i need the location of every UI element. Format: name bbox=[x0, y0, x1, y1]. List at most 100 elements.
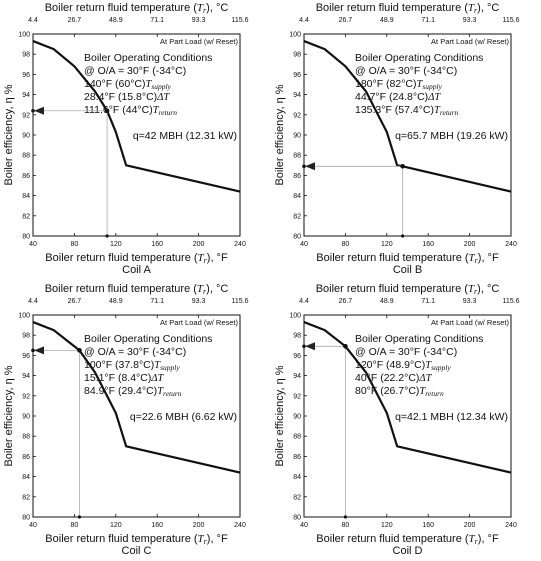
top-axis-label-sub: r bbox=[203, 287, 207, 296]
x-tick-label: 40 bbox=[300, 241, 308, 248]
top-axis-label: Boiler return fluid temperature (Tr), °C bbox=[45, 283, 229, 296]
top-axis-label-var: T bbox=[468, 283, 475, 295]
top-tick-label: 4.4 bbox=[299, 298, 309, 305]
top-tick-label: 4.4 bbox=[28, 298, 38, 305]
y-tick-label: 90 bbox=[22, 133, 30, 140]
conditions-return-var: T bbox=[434, 105, 441, 116]
conditions-return-sub: return bbox=[425, 389, 444, 398]
conditions-return: 84.9°F (29.4°C)Treturn bbox=[84, 385, 182, 398]
efficiency-curve bbox=[32, 321, 241, 474]
x-tick-label: 120 bbox=[381, 241, 393, 248]
conditions-oa: @ O/A = 30°F (-34°C) bbox=[355, 346, 457, 358]
y-tick-label: 92 bbox=[293, 393, 301, 400]
conditions-dt-value: 28.4°F (15.8°C) bbox=[84, 91, 157, 103]
y-axis-label: Boiler efficiency, η % bbox=[3, 84, 15, 185]
y-tick-label: 88 bbox=[22, 153, 30, 160]
conditions-oa: @ O/A = 30°F (-34°C) bbox=[355, 65, 457, 77]
top-axis-label-var: T bbox=[468, 2, 475, 14]
top-tick-label: 4.4 bbox=[28, 17, 38, 24]
load-label: q=65.7 MBH (19.26 kW) bbox=[395, 130, 508, 142]
conditions-dt-var: ΔT bbox=[427, 92, 441, 103]
y-intercept-point bbox=[31, 108, 35, 113]
bottom-axis-label-sub: r bbox=[204, 256, 208, 265]
y-intercept-point bbox=[302, 164, 306, 169]
conditions-supply-sub: supply bbox=[431, 363, 451, 372]
y-tick-label: 90 bbox=[22, 414, 30, 421]
top-tick-label: 48.9 bbox=[380, 298, 394, 305]
top-axis-label-text: Boiler return fluid temperature ( bbox=[316, 283, 469, 295]
y-tick-label: 98 bbox=[293, 333, 301, 340]
bottom-axis-label-sub: r bbox=[204, 537, 208, 546]
x-tick-label: 240 bbox=[234, 241, 246, 248]
bottom-axis-label-text: Boiler return fluid temperature ( bbox=[316, 252, 469, 264]
x-tick-label: 200 bbox=[193, 241, 205, 248]
conditions-return: 80°F (26.7°C)Treturn bbox=[355, 385, 444, 398]
conditions-dt-value: 40°F (22.2°C) bbox=[355, 372, 419, 384]
y-tick-label: 94 bbox=[22, 92, 30, 99]
bottom-axis-label-var: T bbox=[198, 533, 205, 545]
top-axis-label-sub: r bbox=[474, 287, 478, 296]
coil-label: Coil B bbox=[393, 264, 422, 276]
coil-label: Coil D bbox=[393, 545, 423, 557]
y-tick-label: 92 bbox=[22, 112, 30, 119]
top-tick-label: 93.3 bbox=[192, 298, 206, 305]
x-tick-label: 240 bbox=[234, 522, 246, 529]
conditions-return-var: T bbox=[419, 386, 426, 397]
conditions-supply-var: T bbox=[146, 79, 153, 90]
bottom-axis-label-var: T bbox=[198, 252, 205, 264]
conditions-supply: 100°F (37.8°C)Tsupply bbox=[84, 359, 180, 372]
y-tick-label: 86 bbox=[293, 454, 301, 461]
bottom-axis-label-tail: ), °F bbox=[207, 533, 228, 545]
conditions-dt-var: ΔT bbox=[418, 373, 432, 384]
top-tick-label: 26.7 bbox=[339, 298, 353, 305]
chart-svg: Boiler return fluid temperature (Tr), °C… bbox=[3, 2, 249, 276]
top-tick-label: 71.1 bbox=[421, 17, 435, 24]
bottom-axis-label-var: T bbox=[469, 252, 476, 264]
conditions-return-var: T bbox=[157, 386, 164, 397]
conditions-supply-sub: supply bbox=[422, 82, 442, 91]
load-label: q=42.1 MBH (12.34 kW) bbox=[395, 411, 508, 423]
x-tick-label: 80 bbox=[71, 241, 79, 248]
conditions-supply-sub: supply bbox=[151, 82, 171, 91]
top-tick-label: 71.1 bbox=[150, 17, 164, 24]
conditions-dt-var: ΔT bbox=[150, 373, 164, 384]
y-tick-label: 84 bbox=[22, 193, 30, 200]
conditions-dt: 15.1°F (8.4°C)ΔT bbox=[84, 372, 165, 384]
chart-panel-coil-d: Boiler return fluid temperature (Tr), °C… bbox=[271, 281, 541, 561]
x-tick-label: 40 bbox=[29, 241, 37, 248]
x-tick-label: 80 bbox=[342, 241, 350, 248]
conditions-return-sub: return bbox=[163, 389, 182, 398]
operating-point bbox=[104, 108, 110, 114]
top-axis-label-sub: r bbox=[203, 6, 207, 15]
bottom-axis-label-tail: ), °F bbox=[207, 252, 228, 264]
top-axis-label: Boiler return fluid temperature (Tr), °C bbox=[316, 2, 500, 15]
top-axis-label-sub: r bbox=[474, 6, 478, 15]
x-tick-label: 120 bbox=[110, 522, 122, 529]
x-tick-label: 160 bbox=[151, 241, 163, 248]
chart-svg: Boiler return fluid temperature (Tr), °C… bbox=[274, 2, 520, 276]
x-tick-label: 240 bbox=[505, 241, 517, 248]
y-tick-label: 98 bbox=[293, 52, 301, 59]
y-tick-label: 100 bbox=[18, 32, 30, 39]
conditions-oa: @ O/A = 30°F (-34°C) bbox=[84, 65, 186, 77]
x-tick-label: 80 bbox=[71, 522, 79, 529]
top-axis-label-tail: ), °C bbox=[206, 283, 228, 295]
conditions-oa: @ O/A = 30°F (-34°C) bbox=[84, 346, 186, 358]
x-intercept-point bbox=[343, 515, 347, 519]
y-tick-label: 94 bbox=[22, 373, 30, 380]
coil-label: Coil C bbox=[122, 545, 152, 557]
arrowhead bbox=[34, 106, 44, 115]
top-tick-label: 26.7 bbox=[68, 298, 82, 305]
bottom-axis-label-sub: r bbox=[475, 256, 479, 265]
x-tick-label: 80 bbox=[342, 522, 350, 529]
conditions-title: Boiler Operating Conditions bbox=[84, 333, 212, 345]
top-axis-label-var: T bbox=[197, 283, 204, 295]
x-intercept-point bbox=[401, 234, 405, 238]
x-tick-label: 120 bbox=[381, 522, 393, 529]
top-tick-label: 71.1 bbox=[421, 298, 435, 305]
y-tick-label: 88 bbox=[293, 153, 301, 160]
y-tick-label: 94 bbox=[293, 92, 301, 99]
top-axis-label-text: Boiler return fluid temperature ( bbox=[45, 2, 198, 14]
top-tick-label: 115.6 bbox=[503, 17, 520, 24]
top-axis-label-text: Boiler return fluid temperature ( bbox=[316, 2, 469, 14]
